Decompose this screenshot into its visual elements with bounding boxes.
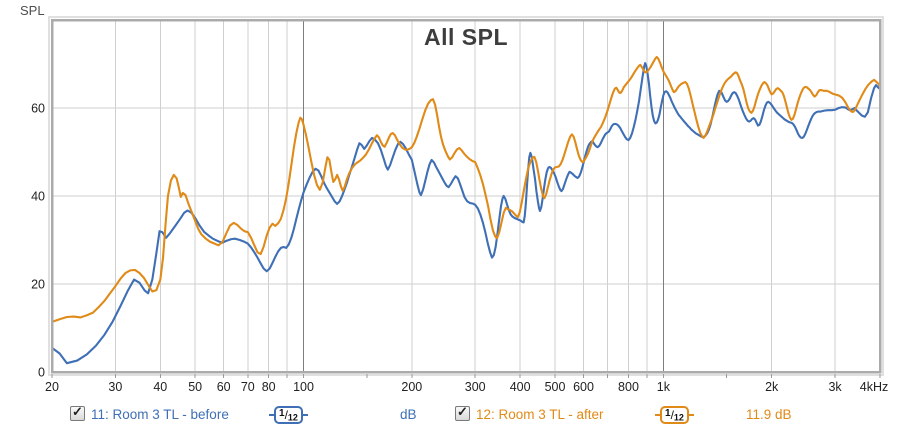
trace-11-checkbox[interactable]: ✓ xyxy=(70,403,85,421)
x-tick-label: 70 xyxy=(241,380,255,394)
x-tick-label: 60 xyxy=(217,380,231,394)
x-tick-label: 400 xyxy=(510,380,531,394)
smoothing-denominator: 12 xyxy=(287,412,298,423)
smoothing-slash: / xyxy=(670,408,674,422)
series-curve-11 xyxy=(50,62,882,365)
smoothing-numerator: 1 xyxy=(279,407,285,419)
x-tick-label: 800 xyxy=(618,380,639,394)
plot-frame xyxy=(50,18,882,374)
x-tick-label: 2k xyxy=(765,380,779,394)
x-tick-label: 200 xyxy=(401,380,422,394)
x-tick-label: 300 xyxy=(465,380,486,394)
y-tick-label: 0 xyxy=(38,366,45,380)
x-tick-label: 3k xyxy=(828,380,842,394)
trace-12-db-readout: 11.9 dB xyxy=(746,407,792,422)
smoothing-slash: / xyxy=(284,408,288,422)
y-axis-title: SPL xyxy=(20,3,45,18)
x-tick-label: 30 xyxy=(108,380,122,394)
x-tick-label: 50 xyxy=(188,380,202,394)
badge-right-stub xyxy=(688,414,694,416)
x-tick-label: 80 xyxy=(262,380,276,394)
trace-11-smoothing-badge[interactable]: 1/12 xyxy=(269,405,308,425)
plot-outer-frame xyxy=(48,16,884,376)
y-tick-label: 20 xyxy=(31,278,45,292)
x-tick-label: 500 xyxy=(545,380,566,394)
x-tick-label: 600 xyxy=(573,380,594,394)
y-tick-label: 60 xyxy=(31,102,45,116)
y-tick-label: 40 xyxy=(31,190,45,204)
checkmark-icon: ✓ xyxy=(457,403,468,419)
x-tick-label: 1k xyxy=(657,380,671,394)
legend: ✓ 11: Room 3 TL - before 1/12 dB ✓ 12: R… xyxy=(0,403,900,429)
smoothing-denominator: 12 xyxy=(673,412,684,423)
trace-12-checkbox[interactable]: ✓ xyxy=(455,403,470,421)
series-curve-12 xyxy=(50,55,882,323)
badge-right-stub xyxy=(302,414,308,416)
x-tick-label: 4kHz xyxy=(860,380,888,394)
x-tick-label: 40 xyxy=(153,380,167,394)
trace-12-label[interactable]: 12: Room 3 TL - after xyxy=(476,407,604,422)
badge-left-stub xyxy=(269,414,274,416)
badge-left-stub xyxy=(655,414,660,416)
checkmark-icon: ✓ xyxy=(72,403,83,419)
trace-11-db-readout: dB xyxy=(400,407,417,422)
x-tick-label: 100 xyxy=(293,380,314,394)
trace-12-smoothing-badge[interactable]: 1/12 xyxy=(655,405,694,425)
trace-11-label[interactable]: 11: Room 3 TL - before xyxy=(91,407,229,422)
x-tick-label: 20 xyxy=(45,380,59,394)
smoothing-numerator: 1 xyxy=(665,407,671,419)
